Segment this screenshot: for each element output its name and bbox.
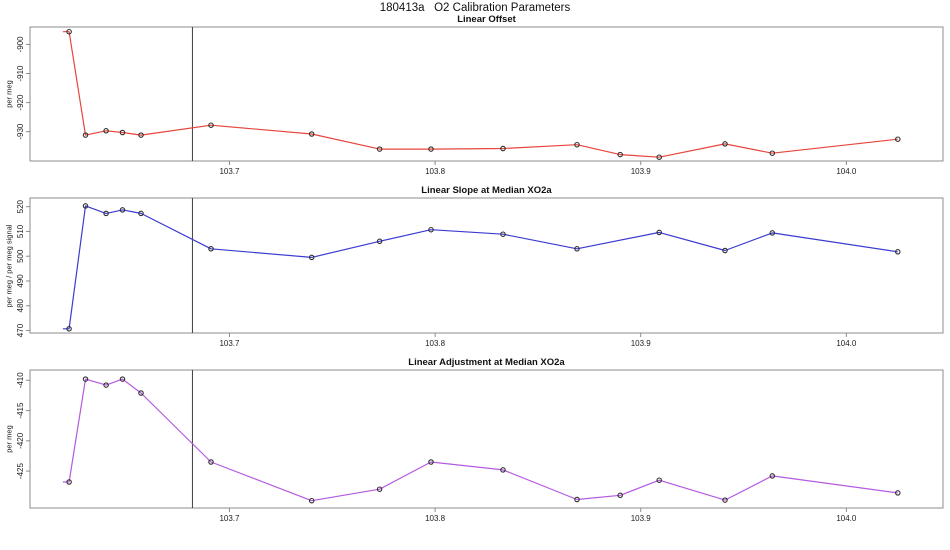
y-tick-label: 500	[16, 249, 25, 263]
data-point	[376, 146, 383, 152]
data-point	[895, 136, 901, 142]
data-point	[82, 376, 89, 382]
data-point	[119, 207, 126, 213]
x-tick-label: 103.8	[425, 339, 446, 348]
data-point	[208, 122, 214, 128]
x-tick-label: 103.9	[631, 514, 652, 523]
data-point	[500, 467, 506, 473]
data-point	[656, 229, 662, 236]
data-point	[138, 390, 144, 396]
data-point	[722, 247, 728, 254]
y-tick-label: -425	[16, 463, 25, 480]
x-tick-label: 104.0	[836, 514, 857, 523]
data-point	[308, 497, 315, 504]
x-tick-label: 104.0	[836, 339, 857, 348]
data-point	[617, 151, 623, 158]
data-point	[138, 132, 144, 138]
data-point	[895, 249, 901, 255]
y-tick-label: -900	[16, 36, 25, 53]
x-tick-label: 103.7	[219, 514, 240, 523]
y-tick-label: -415	[16, 402, 25, 419]
data-point	[500, 231, 506, 237]
y-tick-label: 470	[16, 323, 25, 337]
data-point	[617, 492, 623, 499]
x-tick-label: 103.9	[631, 167, 652, 176]
data-point	[119, 129, 126, 136]
plot-title-linear-adjustment: Linear Adjustment at Median XO2a	[408, 357, 565, 368]
y-tick-label: -930	[16, 123, 25, 140]
plot-title-linear-offset: Linear Offset	[457, 14, 516, 25]
data-point	[66, 28, 72, 35]
data-point	[82, 203, 89, 209]
data-point	[82, 132, 89, 138]
data-point	[656, 154, 662, 160]
data-point	[103, 128, 109, 134]
data-point	[428, 226, 434, 233]
data-point	[376, 486, 383, 492]
data-point	[103, 382, 109, 388]
data-point	[66, 479, 72, 485]
y-tick-label: -410	[16, 372, 25, 389]
x-tick-label: 103.9	[631, 339, 652, 348]
data-point	[722, 141, 728, 147]
x-tick-label: 103.7	[219, 167, 240, 176]
data-point	[895, 490, 901, 496]
data-point	[138, 210, 144, 217]
data-point	[119, 376, 126, 382]
x-tick-label: 104.0	[836, 167, 857, 176]
y-tick-label: -420	[16, 432, 25, 449]
y-tick-label: -920	[16, 94, 25, 111]
x-tick-label: 103.7	[219, 339, 240, 348]
data-point	[103, 210, 109, 217]
data-point	[208, 246, 214, 252]
data-point	[308, 254, 315, 261]
main-title: 180413a O2 Calibration Parameters	[379, 2, 571, 14]
data-point	[574, 496, 580, 503]
y-tick-label: 520	[16, 199, 25, 213]
data-point	[428, 459, 434, 465]
data-point	[769, 473, 776, 479]
series-line	[62, 31, 898, 158]
data-point	[66, 326, 72, 332]
data-point	[376, 238, 383, 245]
data-point	[656, 477, 662, 483]
x-tick-label: 103.8	[425, 514, 446, 523]
data-point	[308, 131, 315, 137]
plot-box	[29, 26, 944, 162]
data-point	[574, 246, 580, 252]
y-tick-label: 510	[16, 224, 25, 238]
plot-box	[29, 369, 944, 509]
y-tick-label: 490	[16, 274, 25, 288]
data-point	[722, 497, 728, 503]
y-tick-label: -910	[16, 65, 25, 82]
series-line	[62, 378, 898, 502]
data-point	[769, 150, 776, 156]
plot-title-linear-slope: Linear Slope at Median XO2a	[421, 185, 552, 196]
plot-box	[29, 197, 944, 334]
data-point	[428, 146, 434, 152]
data-point	[208, 459, 214, 465]
data-point	[574, 141, 580, 148]
x-tick-label: 103.8	[425, 167, 446, 176]
y-tick-label: 480	[16, 299, 25, 313]
data-point	[500, 145, 506, 152]
data-point	[769, 230, 776, 236]
series-line	[62, 205, 898, 330]
